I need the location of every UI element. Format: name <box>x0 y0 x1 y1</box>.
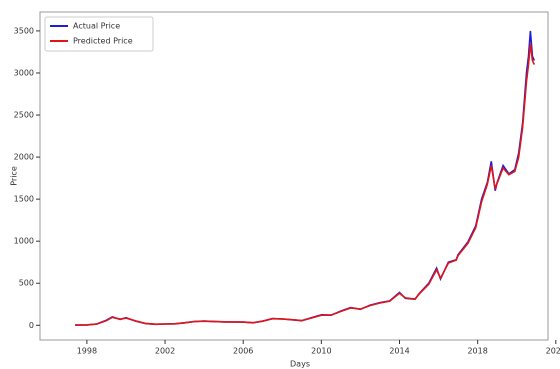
series-line <box>75 43 536 326</box>
y-tick-label: 1000 <box>14 237 34 246</box>
legend-label: Actual Price <box>73 22 120 31</box>
x-tick-label: 2022 <box>546 347 560 356</box>
y-tick-label: 1500 <box>14 195 34 204</box>
x-tick-label: 2010 <box>311 347 331 356</box>
x-tick-label: 2018 <box>467 347 487 356</box>
y-tick-label: 2000 <box>14 153 34 162</box>
x-tick-label: 2006 <box>233 347 253 356</box>
legend-label: Predicted Price <box>73 37 133 46</box>
x-tick-label: 1998 <box>77 347 97 356</box>
x-tick-label: 2002 <box>155 347 175 356</box>
plot-frame <box>39 11 549 341</box>
y-tick-label: 3500 <box>14 26 34 35</box>
series-line <box>75 30 536 326</box>
x-axis-label: Days <box>290 360 310 369</box>
y-tick-label: 0 <box>29 321 34 330</box>
x-tick-label: 2014 <box>389 347 409 356</box>
y-tick-label: 500 <box>19 279 34 288</box>
legend-box <box>44 16 154 52</box>
y-tick-label: 3000 <box>14 68 34 77</box>
y-axis-label: Price <box>10 166 19 186</box>
y-tick-label: 2500 <box>14 111 34 120</box>
